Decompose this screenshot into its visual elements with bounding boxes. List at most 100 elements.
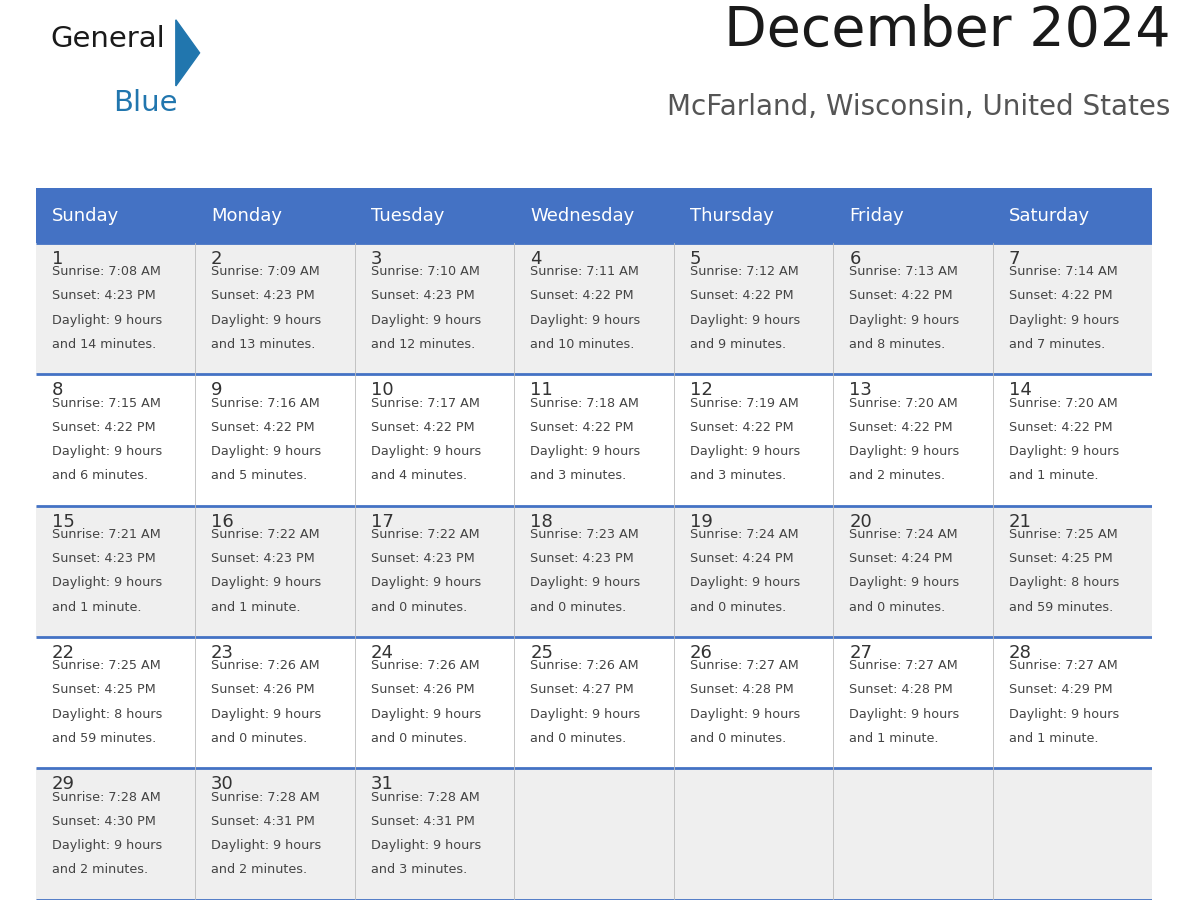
Text: Daylight: 8 hours: Daylight: 8 hours [1009, 577, 1119, 589]
Bar [36, 243, 1152, 375]
Text: Sunset: 4:25 PM: Sunset: 4:25 PM [1009, 552, 1112, 565]
Text: Daylight: 9 hours: Daylight: 9 hours [211, 314, 322, 327]
Text: Daylight: 9 hours: Daylight: 9 hours [530, 708, 640, 721]
Text: Sunset: 4:23 PM: Sunset: 4:23 PM [51, 289, 156, 303]
Text: 29: 29 [51, 776, 75, 793]
Text: 4: 4 [530, 250, 542, 268]
Text: Sunrise: 7:12 AM: Sunrise: 7:12 AM [690, 265, 798, 278]
Text: Sunset: 4:23 PM: Sunset: 4:23 PM [51, 552, 156, 565]
Text: and 9 minutes.: and 9 minutes. [690, 338, 785, 351]
Text: Sunrise: 7:18 AM: Sunrise: 7:18 AM [530, 397, 639, 409]
Text: 13: 13 [849, 381, 872, 399]
Text: 15: 15 [51, 513, 75, 531]
Text: Daylight: 9 hours: Daylight: 9 hours [211, 708, 322, 721]
Text: Friday: Friday [849, 207, 904, 225]
Text: Sunset: 4:22 PM: Sunset: 4:22 PM [371, 420, 474, 434]
Text: 20: 20 [849, 513, 872, 531]
Text: and 7 minutes.: and 7 minutes. [1009, 338, 1105, 351]
Text: Sunset: 4:23 PM: Sunset: 4:23 PM [211, 289, 315, 303]
Text: McFarland, Wisconsin, United States: McFarland, Wisconsin, United States [666, 93, 1170, 120]
Text: Sunrise: 7:25 AM: Sunrise: 7:25 AM [51, 659, 160, 672]
Text: 25: 25 [530, 644, 554, 662]
Text: Sunset: 4:23 PM: Sunset: 4:23 PM [371, 552, 474, 565]
Text: Sunset: 4:22 PM: Sunset: 4:22 PM [1009, 289, 1112, 303]
Text: 17: 17 [371, 513, 393, 531]
Text: 11: 11 [530, 381, 552, 399]
Text: General: General [50, 25, 165, 53]
Text: Saturday: Saturday [1009, 207, 1089, 225]
Text: Daylight: 9 hours: Daylight: 9 hours [690, 708, 800, 721]
Text: Sunset: 4:22 PM: Sunset: 4:22 PM [690, 420, 794, 434]
Text: Sunrise: 7:10 AM: Sunrise: 7:10 AM [371, 265, 480, 278]
Bar [36, 375, 1152, 506]
Polygon shape [176, 20, 200, 86]
Text: Daylight: 9 hours: Daylight: 9 hours [371, 314, 481, 327]
Text: and 3 minutes.: and 3 minutes. [371, 864, 467, 877]
Text: Sunset: 4:29 PM: Sunset: 4:29 PM [1009, 684, 1112, 697]
Text: Sunrise: 7:19 AM: Sunrise: 7:19 AM [690, 397, 798, 409]
Text: Sunrise: 7:25 AM: Sunrise: 7:25 AM [1009, 528, 1118, 541]
Text: Sunset: 4:22 PM: Sunset: 4:22 PM [690, 289, 794, 303]
Text: Daylight: 9 hours: Daylight: 9 hours [211, 445, 322, 458]
Text: Sunrise: 7:26 AM: Sunrise: 7:26 AM [371, 659, 479, 672]
Text: Daylight: 9 hours: Daylight: 9 hours [211, 839, 322, 852]
Text: Daylight: 9 hours: Daylight: 9 hours [211, 577, 322, 589]
Text: Daylight: 9 hours: Daylight: 9 hours [51, 314, 162, 327]
Text: and 4 minutes.: and 4 minutes. [371, 469, 467, 483]
Text: 2: 2 [211, 250, 222, 268]
Text: and 13 minutes.: and 13 minutes. [211, 338, 316, 351]
Text: and 59 minutes.: and 59 minutes. [1009, 600, 1113, 614]
Text: Sunday: Sunday [51, 207, 119, 225]
Text: Daylight: 9 hours: Daylight: 9 hours [371, 577, 481, 589]
Text: Sunset: 4:27 PM: Sunset: 4:27 PM [530, 684, 634, 697]
Text: 23: 23 [211, 644, 234, 662]
Text: 16: 16 [211, 513, 234, 531]
Text: Daylight: 9 hours: Daylight: 9 hours [51, 839, 162, 852]
Text: Daylight: 9 hours: Daylight: 9 hours [51, 577, 162, 589]
Text: Monday: Monday [211, 207, 282, 225]
Text: Daylight: 9 hours: Daylight: 9 hours [849, 445, 960, 458]
Text: Sunrise: 7:17 AM: Sunrise: 7:17 AM [371, 397, 480, 409]
Text: Sunrise: 7:27 AM: Sunrise: 7:27 AM [690, 659, 798, 672]
Text: Sunset: 4:24 PM: Sunset: 4:24 PM [690, 552, 794, 565]
Text: and 2 minutes.: and 2 minutes. [849, 469, 946, 483]
Text: 28: 28 [1009, 644, 1031, 662]
Text: and 0 minutes.: and 0 minutes. [849, 600, 946, 614]
Text: and 1 minute.: and 1 minute. [1009, 732, 1098, 745]
Text: and 1 minute.: and 1 minute. [849, 732, 939, 745]
Bar [36, 637, 1152, 768]
Text: Sunrise: 7:27 AM: Sunrise: 7:27 AM [849, 659, 958, 672]
Text: Daylight: 9 hours: Daylight: 9 hours [1009, 314, 1119, 327]
Text: Sunset: 4:22 PM: Sunset: 4:22 PM [849, 289, 953, 303]
Text: Sunset: 4:31 PM: Sunset: 4:31 PM [371, 815, 474, 828]
Text: Sunrise: 7:20 AM: Sunrise: 7:20 AM [849, 397, 958, 409]
Text: Sunset: 4:28 PM: Sunset: 4:28 PM [690, 684, 794, 697]
Text: Daylight: 9 hours: Daylight: 9 hours [849, 314, 960, 327]
Text: Sunset: 4:24 PM: Sunset: 4:24 PM [849, 552, 953, 565]
Text: and 0 minutes.: and 0 minutes. [371, 732, 467, 745]
Text: 22: 22 [51, 644, 75, 662]
Text: Sunrise: 7:16 AM: Sunrise: 7:16 AM [211, 397, 320, 409]
Text: Sunset: 4:22 PM: Sunset: 4:22 PM [530, 289, 634, 303]
Text: Sunrise: 7:24 AM: Sunrise: 7:24 AM [849, 528, 958, 541]
Text: and 59 minutes.: and 59 minutes. [51, 732, 156, 745]
Text: and 0 minutes.: and 0 minutes. [211, 732, 308, 745]
Text: and 1 minute.: and 1 minute. [211, 600, 301, 614]
Text: Sunrise: 7:09 AM: Sunrise: 7:09 AM [211, 265, 320, 278]
Text: and 1 minute.: and 1 minute. [51, 600, 141, 614]
Text: 6: 6 [849, 250, 860, 268]
Text: Daylight: 9 hours: Daylight: 9 hours [849, 708, 960, 721]
Text: and 6 minutes.: and 6 minutes. [51, 469, 147, 483]
Text: and 10 minutes.: and 10 minutes. [530, 338, 634, 351]
Text: 18: 18 [530, 513, 552, 531]
Text: Daylight: 9 hours: Daylight: 9 hours [530, 445, 640, 458]
Text: Sunset: 4:26 PM: Sunset: 4:26 PM [371, 684, 474, 697]
Text: Daylight: 9 hours: Daylight: 9 hours [371, 839, 481, 852]
Text: Sunrise: 7:28 AM: Sunrise: 7:28 AM [51, 790, 160, 803]
Text: Sunset: 4:23 PM: Sunset: 4:23 PM [371, 289, 474, 303]
Text: Sunset: 4:23 PM: Sunset: 4:23 PM [211, 552, 315, 565]
Text: Sunrise: 7:15 AM: Sunrise: 7:15 AM [51, 397, 160, 409]
Text: Sunrise: 7:22 AM: Sunrise: 7:22 AM [211, 528, 320, 541]
Text: Daylight: 9 hours: Daylight: 9 hours [371, 708, 481, 721]
Text: 10: 10 [371, 381, 393, 399]
